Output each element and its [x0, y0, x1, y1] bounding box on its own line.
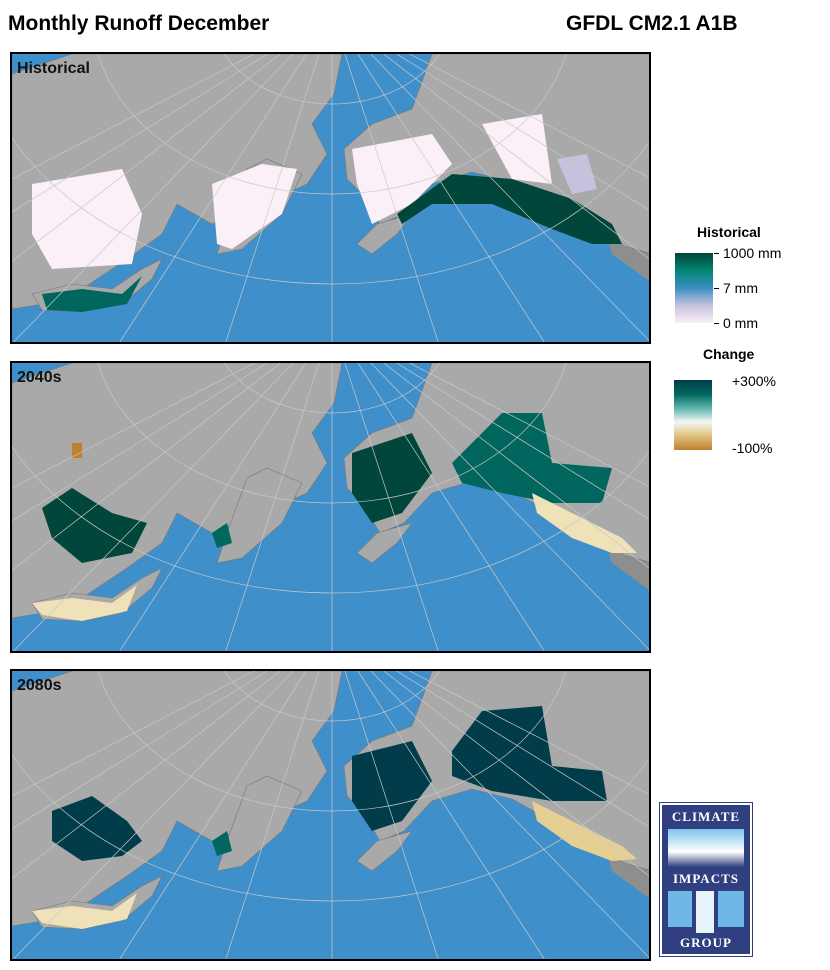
longitude-line [383, 363, 649, 569]
land-alaska-peninsula [356, 830, 413, 872]
land-alaska-peninsula [356, 522, 413, 564]
runoff-region [452, 413, 612, 503]
runoff-region [32, 893, 137, 929]
longitude-line [12, 54, 281, 262]
longitude-line [119, 671, 307, 959]
legend-tick: -100% [732, 440, 773, 456]
longitude-line [344, 671, 439, 959]
legend-tick: +300% [732, 373, 776, 389]
model-label: GFDL CM2.1 A1B [566, 12, 738, 35]
runoff-region [352, 134, 452, 224]
longitude-line [119, 54, 307, 342]
longitude-line [12, 54, 268, 213]
runoff-region [42, 276, 142, 312]
legend-tick: 7 mm [723, 280, 758, 296]
longitude-line [12, 363, 281, 571]
longitude-line [13, 671, 294, 959]
legend-change-title: Change [703, 346, 755, 362]
longitude-line [408, 363, 649, 487]
longitude-line [12, 671, 256, 797]
longitude-line [408, 54, 649, 178]
longitude-line [408, 671, 649, 795]
runoff-region [397, 174, 622, 244]
longitude-line [396, 363, 649, 520]
longitude-line [396, 54, 649, 211]
panel-label: 2080s [17, 677, 62, 694]
legend-historical-colorbar [675, 253, 713, 323]
runoff-region [212, 523, 232, 548]
runoff-region [52, 796, 142, 861]
longitude-line [383, 671, 649, 877]
map-panel-2040s: 2040s [10, 361, 651, 653]
longitude-line [225, 671, 320, 959]
longitude-line [370, 671, 649, 959]
runoff-region [72, 443, 82, 458]
map-panel-historical: Historical [10, 52, 651, 344]
runoff-region [482, 114, 552, 184]
runoff-region [557, 154, 597, 194]
legend-change-colorbar [674, 380, 712, 450]
runoff-region [32, 169, 142, 269]
map-title: Monthly Runoff December [8, 12, 270, 35]
land-alaska-peninsula [356, 213, 413, 255]
legend-tick: 1000 mm [723, 245, 782, 261]
longitude-line [12, 363, 268, 522]
panel-label: 2040s [17, 369, 62, 386]
map-2040s [12, 363, 649, 651]
climate-impacts-group-logo: CLIMATE IMPACTS GROUP [659, 802, 753, 957]
legend-historical-title: Historical [697, 224, 761, 240]
legend-tick: 0 mm [723, 315, 758, 331]
runoff-region [32, 585, 137, 621]
map-panel-2080s: 2080s [10, 669, 651, 961]
longitude-line [225, 54, 320, 342]
longitude-line [12, 54, 256, 180]
longitude-line [396, 671, 649, 828]
longitude-line [344, 363, 439, 651]
longitude-line [119, 363, 307, 651]
runoff-region [212, 164, 297, 249]
longitude-line [12, 671, 268, 830]
longitude-line [12, 671, 281, 879]
map-2080s [12, 671, 649, 959]
longitude-line [357, 363, 545, 651]
map-historical [12, 54, 649, 342]
longitude-line [12, 363, 256, 489]
longitude-line [13, 363, 294, 651]
panel-label: Historical [17, 60, 90, 77]
longitude-line [357, 671, 545, 959]
longitude-line [344, 54, 439, 342]
longitude-line [13, 54, 294, 342]
longitude-line [357, 54, 545, 342]
longitude-line [225, 363, 320, 651]
longitude-line [370, 363, 649, 651]
longitude-line [383, 54, 649, 260]
runoff-region [212, 831, 232, 856]
longitude-line [370, 54, 649, 342]
